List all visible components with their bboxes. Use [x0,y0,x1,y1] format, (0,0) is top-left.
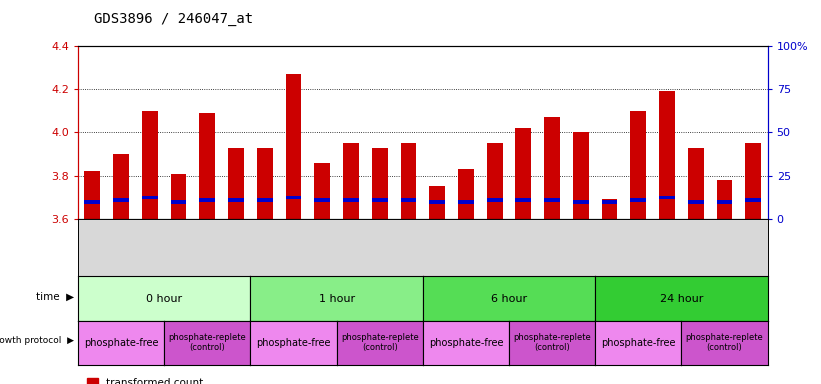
Bar [487,198,502,202]
Bar [286,74,301,219]
Bar [85,200,100,204]
Bar [573,200,589,204]
Text: 24 hour: 24 hour [660,293,703,304]
Text: 6 hour: 6 hour [491,293,527,304]
Bar [745,143,761,219]
Bar [659,195,675,199]
Bar [602,199,617,219]
Bar [343,198,359,202]
Bar [516,128,531,219]
Bar [458,169,474,219]
Bar [544,198,560,202]
Bar [745,198,761,202]
Bar [544,118,560,219]
Bar [85,171,100,219]
Text: phosphate-replete
(control): phosphate-replete (control) [341,333,419,353]
Bar [487,143,502,219]
Bar [200,198,215,202]
Bar [142,111,158,219]
Text: 1 hour: 1 hour [319,293,355,304]
Text: phosphate-free: phosphate-free [429,338,503,348]
Bar [458,200,474,204]
Bar [631,198,646,202]
Bar [113,198,129,202]
Text: phosphate-replete
(control): phosphate-replete (control) [513,333,591,353]
Text: phosphate-replete
(control): phosphate-replete (control) [168,333,246,353]
Bar [343,143,359,219]
Bar [171,200,186,204]
Bar [113,154,129,219]
Bar [401,198,416,202]
Bar [516,198,531,202]
Bar [631,111,646,219]
Bar [314,163,330,219]
Text: time  ▶: time ▶ [36,291,74,301]
Text: phosphate-replete
(control): phosphate-replete (control) [686,333,764,353]
Bar [688,147,704,219]
Text: phosphate-free: phosphate-free [84,338,158,348]
Bar [200,113,215,219]
Bar [429,200,445,204]
Bar [717,180,732,219]
Bar [372,198,388,202]
Bar [429,187,445,219]
Bar [717,200,732,204]
Text: 0 hour: 0 hour [146,293,182,304]
Bar [228,198,244,202]
Bar [257,147,273,219]
Text: growth protocol  ▶: growth protocol ▶ [0,336,74,345]
Bar [688,200,704,204]
Bar [314,198,330,202]
Text: phosphate-free: phosphate-free [601,338,676,348]
Bar [573,132,589,219]
Bar [401,143,416,219]
Legend: transformed count, percentile rank within the sample: transformed count, percentile rank withi… [83,374,287,384]
Bar [142,195,158,199]
Bar [171,174,186,219]
Bar [257,198,273,202]
Bar [372,147,388,219]
Bar [659,91,675,219]
Bar [286,195,301,199]
Bar [602,200,617,204]
Text: GDS3896 / 246047_at: GDS3896 / 246047_at [94,12,254,25]
Bar [228,147,244,219]
Text: phosphate-free: phosphate-free [256,338,331,348]
